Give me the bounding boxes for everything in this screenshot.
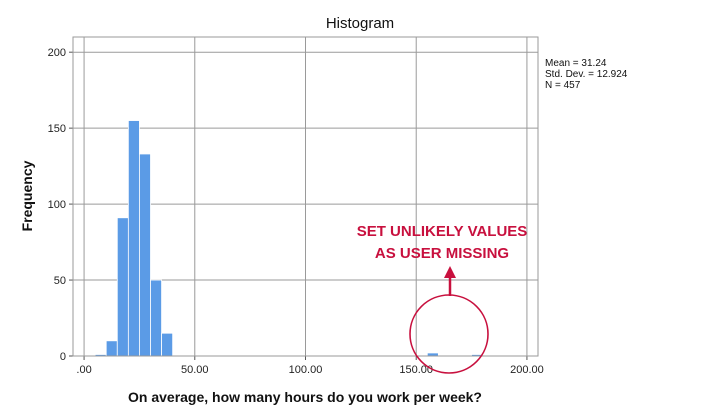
plot-frame: [72, 36, 539, 357]
x-axis-ticks: .00 50.00 100.00 150.00 200.00: [76, 356, 544, 376]
y-tick-label: 0: [60, 351, 66, 363]
stat-std-dev: Std. Dev. = 12.924: [545, 69, 628, 80]
histogram-bar: [127, 120, 140, 357]
y-tick-label: 150: [48, 123, 66, 135]
annotation-arrow-head: [444, 266, 456, 278]
outlier-circle: [409, 294, 489, 374]
y-tick-label: 200: [48, 47, 66, 59]
y-tick-label: 50: [54, 275, 66, 287]
annotation-line-2: AS USER MISSING: [375, 245, 509, 262]
x-axis-title: On average, how many hours do you work p…: [128, 389, 482, 405]
histogram-bar: [161, 332, 174, 357]
histogram-bar: [139, 153, 151, 357]
histogram-bar: [150, 279, 162, 357]
outlier-annotation: SET UNLIKELY VALUES AS USER MISSING: [357, 223, 528, 374]
x-tick-label: .00: [76, 364, 91, 376]
stat-mean: Mean = 31.24: [545, 58, 607, 69]
histogram-bar: [105, 340, 118, 357]
y-tick-label: 100: [48, 199, 66, 211]
y-axis-ticks: 0 50 100 150 200: [48, 47, 73, 363]
y-axis-title: Frequency: [19, 160, 35, 231]
stats-box: Mean = 31.24 Std. Dev. = 12.924 N = 457: [545, 58, 628, 91]
stat-n: N = 457: [545, 80, 581, 91]
x-tick-label: 200.00: [510, 364, 544, 376]
chart-title: Histogram: [326, 15, 394, 32]
x-tick-label: 150.00: [399, 364, 433, 376]
x-tick-label: 100.00: [289, 364, 323, 376]
x-tick-label: 50.00: [181, 364, 209, 376]
histogram-bar: [116, 217, 129, 357]
annotation-line-1: SET UNLIKELY VALUES: [357, 223, 528, 240]
